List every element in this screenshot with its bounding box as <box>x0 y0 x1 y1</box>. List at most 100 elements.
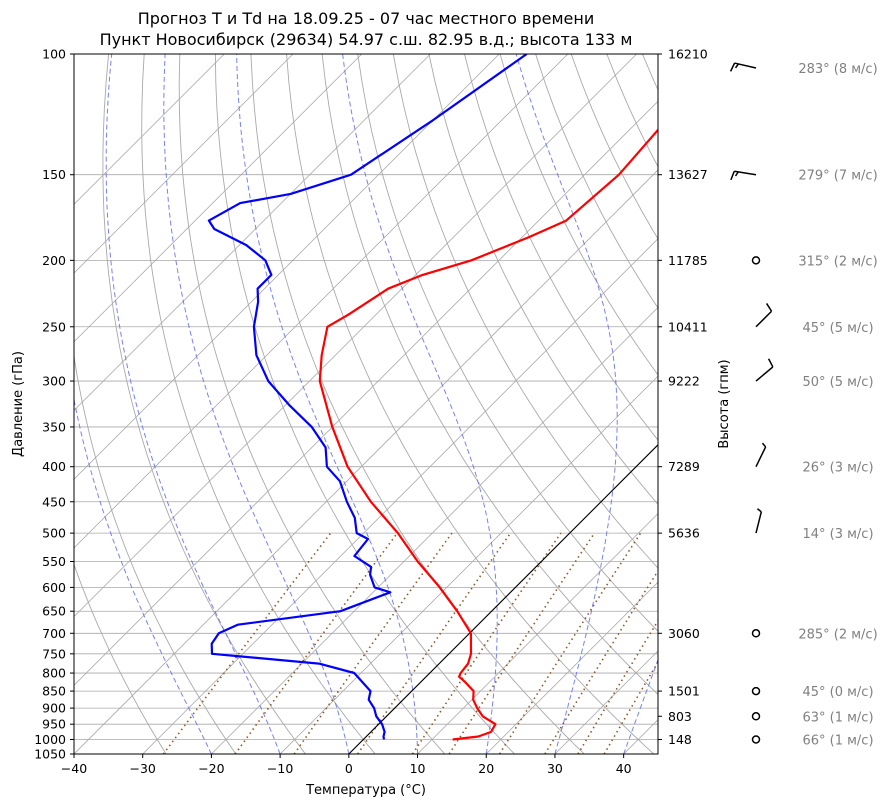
sounding-profiles <box>207 54 658 741</box>
moist-adiabat <box>342 54 498 754</box>
wind-label: 315° (2 м/с) <box>798 254 877 269</box>
y-tick-label: 900 <box>42 701 66 716</box>
zero-isotherm-line <box>348 444 658 754</box>
height-tick-label: 5636 <box>668 526 700 541</box>
calm-wind-circle <box>751 256 761 265</box>
moist-adiabat <box>623 658 658 754</box>
mixing-ratio-line <box>603 660 658 754</box>
x-tick-label: −20 <box>198 761 224 776</box>
wind-label: 66° (1 м/с) <box>802 733 873 748</box>
height-tick-label: 803 <box>668 709 692 724</box>
x-tick-label: 0 <box>345 761 353 776</box>
moist-adiabat <box>105 54 281 754</box>
y-tick-label: 350 <box>42 419 66 434</box>
wind-barb-flag <box>730 170 735 181</box>
y-tick-label: 1000 <box>34 732 66 747</box>
height-tick-label: 1501 <box>668 684 700 699</box>
calm-wind-circle <box>751 629 761 638</box>
y-tick-label: 550 <box>42 554 66 569</box>
chart-title-line-2: Пункт Новосибирск (29634) 54.97 с.ш. 82.… <box>100 30 633 49</box>
x-tick-label: −40 <box>61 761 87 776</box>
isotherm-line <box>74 169 658 754</box>
wind-barb-staff <box>755 511 763 534</box>
isotherm-line <box>74 54 569 549</box>
y-tick-label: 600 <box>42 580 66 595</box>
height-tick-label: 13627 <box>668 167 708 182</box>
x-axis-ticks: −40 −30 −20 −10 0 10 20 30 40 <box>61 754 632 776</box>
x-tick-label: 20 <box>478 761 494 776</box>
wind-label: 50° (5 м/с) <box>802 375 873 390</box>
dry-adiabat <box>178 54 446 754</box>
isotherm-line <box>485 581 658 754</box>
height-tick-label: 10411 <box>668 319 708 334</box>
dry-adiabat <box>464 54 658 441</box>
isotherm-line <box>417 512 658 754</box>
x-tick-label: −30 <box>130 761 156 776</box>
wind-label: 45° (5 м/с) <box>802 321 873 336</box>
wind-label: 45° (0 м/с) <box>802 685 873 700</box>
dewpoint-profile <box>207 54 528 740</box>
mixing-ratio-line <box>544 569 658 754</box>
wind-column: 283° (8 м/с) 279° (7 м/с) 315° (2 м/с) 45° … <box>729 62 878 748</box>
y-tick-label: 500 <box>42 526 66 541</box>
x-tick-label: 30 <box>547 761 563 776</box>
y-tick-label: 250 <box>42 319 66 334</box>
isotherm-line <box>74 54 225 205</box>
height-tick-label: 9222 <box>668 374 700 389</box>
mixing-ratio-lines <box>162 532 658 754</box>
dry-adiabat <box>74 563 167 754</box>
isotherm-line <box>74 54 637 618</box>
height-axis-ticks: 148 803 1501 3060 5636 7289 9222 10411 11785 1362… <box>658 47 708 747</box>
height-tick-label: 11785 <box>668 253 708 268</box>
y-tick-label: 100 <box>42 47 66 62</box>
wind-barb-flag <box>761 442 767 448</box>
wind-barb-flag <box>765 303 773 312</box>
isotherm-line <box>211 306 658 754</box>
isotherm-line <box>74 54 363 343</box>
x-tick-label: 40 <box>616 761 632 776</box>
isotherm-line <box>74 54 431 412</box>
dry-adiabat <box>321 54 658 696</box>
dry-adiabat <box>74 353 237 754</box>
y-tick-label: 400 <box>42 459 66 474</box>
y-tick-label: 650 <box>42 604 66 619</box>
dry-adiabat <box>392 54 658 569</box>
y-tick-label: 700 <box>42 626 66 641</box>
dry-adiabat <box>357 54 658 632</box>
y-tick-label: 800 <box>42 666 66 681</box>
dry-adiabat <box>499 54 658 376</box>
y-tick-label: 450 <box>42 494 66 509</box>
calm-wind-circle <box>751 686 761 696</box>
moist-adiabat <box>236 54 418 754</box>
height-tick-label: 7289 <box>668 459 700 474</box>
isotherm-line <box>74 54 294 274</box>
isotherm-line <box>74 54 500 480</box>
calm-wind-circle <box>751 735 761 744</box>
wind-label: 283° (8 м/с) <box>798 62 877 77</box>
wind-label: 279° (7 м/с) <box>798 169 877 184</box>
wind-label: 26° (3 м/с) <box>802 461 873 476</box>
wind-barb-flag <box>729 62 736 72</box>
y-tick-label: 750 <box>42 646 66 661</box>
wind-barb-flag <box>767 358 774 368</box>
y-tick-label: 150 <box>42 167 66 182</box>
mixing-ratio-line <box>577 619 658 754</box>
y-tick-label: 200 <box>42 253 66 268</box>
wind-barb-staff <box>755 366 774 382</box>
x-axis-label: Температура (°C) <box>305 783 426 798</box>
height-tick-label: 3060 <box>668 626 700 641</box>
isotherm-line <box>74 100 658 686</box>
isotherm-line <box>142 238 658 754</box>
y-tick-label: 850 <box>42 684 66 699</box>
dry-adiabats <box>74 54 658 754</box>
moist-adiabats <box>74 54 658 754</box>
mixing-ratio-line <box>411 532 562 754</box>
height-axis-label: Высота (гпм) <box>717 359 732 448</box>
y-axis-label: Давление (гПа) <box>11 351 26 457</box>
height-tick-label: 148 <box>668 732 692 747</box>
wind-label: 285° (2 м/с) <box>798 627 877 642</box>
moist-adiabat <box>515 54 618 754</box>
